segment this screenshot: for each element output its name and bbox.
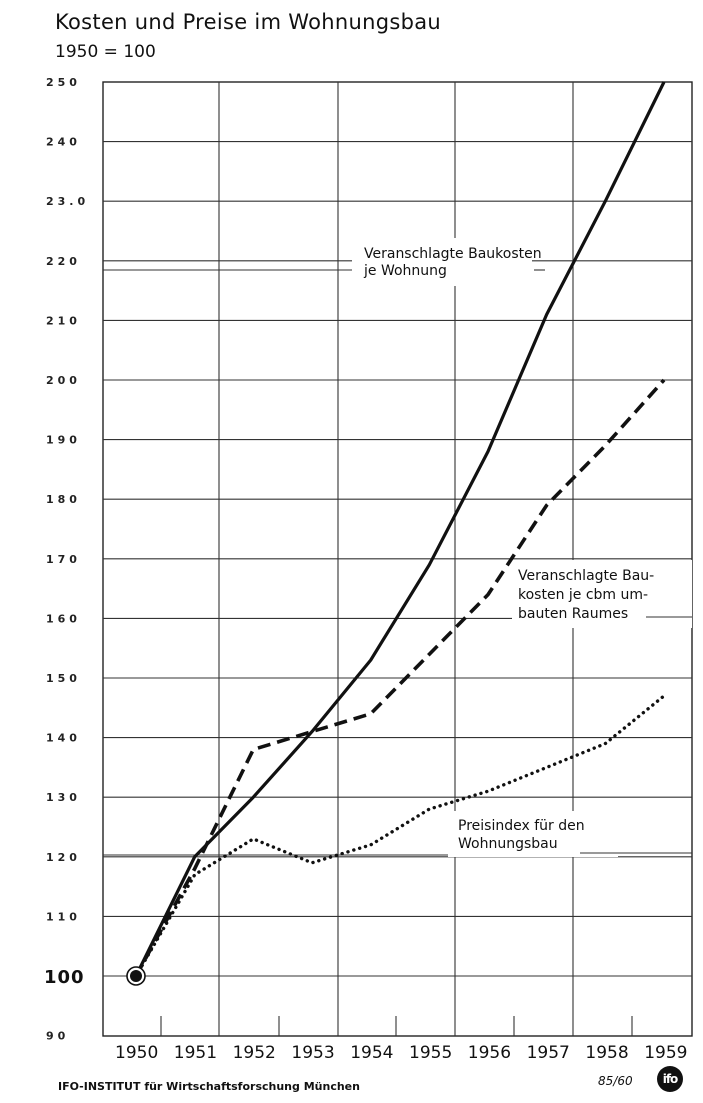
chart-subtitle: 1950 = 100 <box>55 42 156 62</box>
y-tick-label: 190 <box>46 434 81 447</box>
x-tick-label: 1954 <box>350 1043 393 1063</box>
series-annotation: Veranschlagte Baukosten <box>364 246 542 262</box>
x-tick-label: 1952 <box>233 1043 276 1063</box>
y-tick-label: 180 <box>46 493 81 506</box>
y-tick-label: 210 <box>46 314 81 327</box>
y-tick-label: 90 <box>46 1030 69 1043</box>
x-tick-label: 1957 <box>527 1043 570 1063</box>
document-number: 85/60 <box>598 1074 633 1088</box>
chart-title: Kosten und Preise im Wohnungsbau <box>55 10 441 34</box>
x-tick-label: 1951 <box>174 1043 217 1063</box>
x-tick-label: 1959 <box>644 1043 687 1063</box>
x-tick-label: 1956 <box>468 1043 511 1063</box>
y-tick-label: 220 <box>46 255 81 268</box>
y-axis-ticks: 250 240 23.0 220 210 200 190 180 170 160 150 140 130… <box>44 76 89 1043</box>
series-annotation: Veranschlagte Bau- <box>518 568 654 584</box>
series-annotation: Preisindex für den <box>458 818 585 834</box>
institute-footer: IFO-INSTITUT für Wirtschaftsforschung Mü… <box>58 1080 360 1093</box>
x-tick-label: 1950 <box>115 1043 158 1063</box>
series-line-dotted <box>134 694 666 978</box>
x-tick-label: 1953 <box>291 1043 334 1063</box>
series-annotation: kosten je cbm um- <box>518 587 648 603</box>
y-tick-label: 160 <box>46 612 81 625</box>
y-tick-label: 23.0 <box>46 195 89 208</box>
x-tick-label: 1955 <box>409 1043 452 1063</box>
y-tick-label: 110 <box>46 910 81 923</box>
y-tick-label: 250 <box>46 76 81 89</box>
y-tick-label: 240 <box>46 136 81 149</box>
y-tick-label: 120 <box>46 851 81 864</box>
y-tick-label: 170 <box>46 553 81 566</box>
grid <box>102 81 693 1037</box>
x-tick-label: 1958 <box>585 1043 628 1063</box>
x-axis-ticks: 1950 1951 1952 1953 1954 1955 1956 1957 1958 1959 <box>115 1043 687 1063</box>
y-tick-label: 150 <box>46 672 81 685</box>
series-annotation: je Wohnung <box>363 263 447 279</box>
annotation-background <box>448 811 618 857</box>
series-annotation: bauten Raumes <box>518 606 628 622</box>
series-line-dashed <box>134 378 666 977</box>
series-annotation: Wohnungsbau <box>458 836 558 852</box>
y-tick-label: 100 <box>44 967 85 988</box>
y-tick-label: 130 <box>46 791 81 804</box>
base-marker <box>126 966 146 986</box>
series <box>134 81 666 978</box>
base-point-dot <box>130 970 142 982</box>
annotation-background <box>352 238 532 286</box>
y-tick-label: 140 <box>46 732 81 745</box>
ifo-logo-icon: ifo <box>657 1066 683 1092</box>
y-tick-label: 200 <box>46 374 81 387</box>
series-line-solid <box>134 81 666 977</box>
